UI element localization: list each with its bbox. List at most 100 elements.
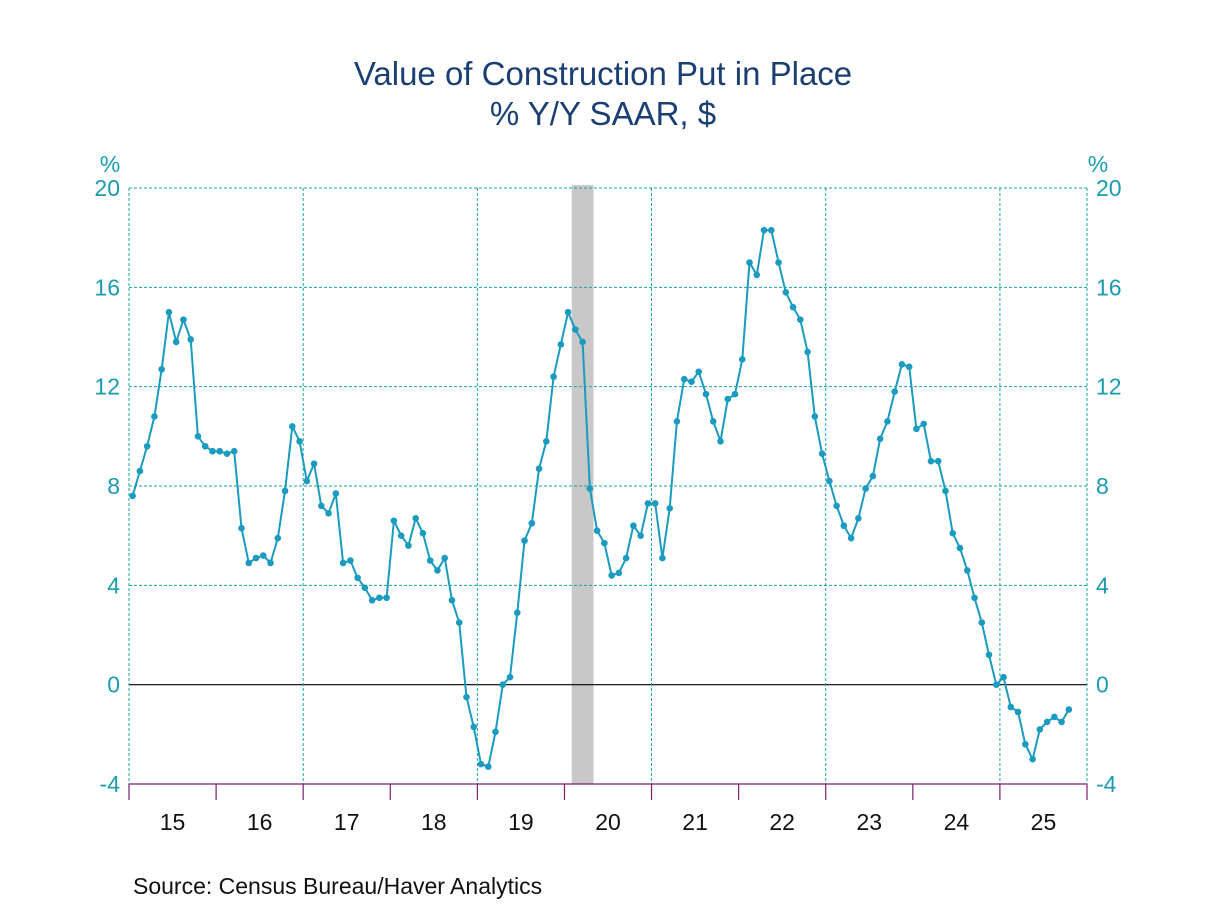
data-point: [136, 467, 144, 475]
data-point: [869, 472, 877, 480]
data-point: [354, 574, 361, 582]
data-point: [1043, 718, 1051, 726]
data-point: [949, 529, 957, 537]
data-point: [963, 567, 971, 574]
data-point: [252, 554, 260, 562]
data-point: [826, 477, 833, 485]
data-point: [194, 433, 202, 440]
data-point: [390, 517, 398, 525]
data-point: [956, 544, 964, 552]
data-point: [332, 490, 340, 497]
source-note: Source: Census Bureau/Haver Analytics: [133, 873, 542, 899]
data-point: [463, 693, 470, 701]
y-tick-label-left: 20: [94, 175, 120, 201]
y-tick-label-right: 4: [1096, 572, 1109, 598]
x-tick-label: 22: [769, 809, 795, 835]
y-tick-label-left: 0: [107, 672, 120, 698]
data-point: [441, 554, 449, 562]
data-point: [172, 338, 180, 346]
y-tick-label-right: 8: [1096, 473, 1109, 499]
data-point: [129, 492, 136, 500]
data-point: [905, 363, 913, 371]
y-tick-label-right: 0: [1096, 672, 1109, 698]
data-point: [702, 390, 710, 398]
data-point: [630, 522, 637, 530]
data-point: [506, 673, 514, 681]
data-point: [165, 308, 173, 316]
data-point: [470, 723, 478, 731]
data-point: [405, 542, 412, 549]
data-point: [535, 465, 543, 472]
data-point: [180, 316, 187, 323]
y-axis-unit-right: %: [1088, 151, 1108, 177]
data-point: [651, 500, 659, 507]
data-point: [782, 289, 790, 296]
data-point: [738, 356, 746, 363]
data-point: [238, 524, 245, 532]
data-point: [368, 596, 376, 604]
data-point: [455, 619, 463, 626]
data-point: [521, 537, 528, 544]
data-point: [855, 514, 862, 522]
data-point: [862, 485, 869, 492]
x-tick-label: 23: [856, 809, 882, 835]
data-point: [927, 457, 935, 465]
chart-title: Value of Construction Put in Place: [354, 55, 852, 92]
data-point: [811, 413, 819, 420]
y-tick-label-right: 12: [1096, 374, 1122, 400]
data-point: [644, 500, 652, 507]
data-point: [361, 584, 369, 592]
data-point: [797, 316, 804, 323]
data-point: [680, 375, 688, 383]
data-point: [347, 557, 354, 564]
data-point: [673, 418, 681, 425]
data-point: [1051, 713, 1058, 721]
data-point: [281, 487, 289, 495]
data-point: [1007, 703, 1015, 711]
data-point: [586, 485, 594, 492]
data-point: [267, 559, 274, 567]
x-tick-label: 16: [247, 809, 273, 835]
data-point: [158, 365, 165, 373]
data-point: [216, 447, 224, 455]
data-point: [1022, 740, 1029, 748]
data-point: [513, 609, 521, 616]
data-point: [245, 559, 253, 567]
data-point: [709, 418, 717, 425]
data-point: [296, 438, 303, 445]
data-point: [143, 442, 151, 450]
data-point: [884, 418, 891, 425]
data-point: [1036, 726, 1044, 733]
data-point: [499, 681, 507, 688]
data-point: [550, 373, 557, 381]
data-point: [412, 514, 419, 522]
data-point: [934, 457, 942, 465]
data-point: [688, 378, 695, 386]
data-point: [942, 487, 949, 495]
data-point: [310, 460, 318, 467]
data-point: [151, 413, 158, 420]
data-point: [985, 651, 993, 659]
y-tick-label-right: -4: [1096, 771, 1117, 797]
data-point: [666, 505, 673, 512]
data-point: [898, 361, 906, 368]
data-point: [419, 529, 427, 537]
data-point: [492, 728, 499, 736]
recession-shading: [571, 185, 594, 784]
data-point: [615, 569, 623, 577]
data-point: [528, 519, 536, 527]
x-tick-label: 15: [160, 809, 186, 835]
x-tick-label: 18: [421, 809, 447, 835]
data-point: [876, 435, 884, 443]
data-point: [695, 368, 703, 376]
y-tick-label-left: 4: [107, 572, 120, 598]
y-axis-unit-left: %: [100, 151, 120, 177]
data-point: [201, 442, 209, 450]
data-point: [913, 425, 920, 433]
data-point: [187, 336, 194, 343]
data-point: [259, 552, 267, 559]
data-point: [920, 420, 928, 428]
data-point: [767, 226, 775, 234]
data-point: [448, 596, 456, 604]
